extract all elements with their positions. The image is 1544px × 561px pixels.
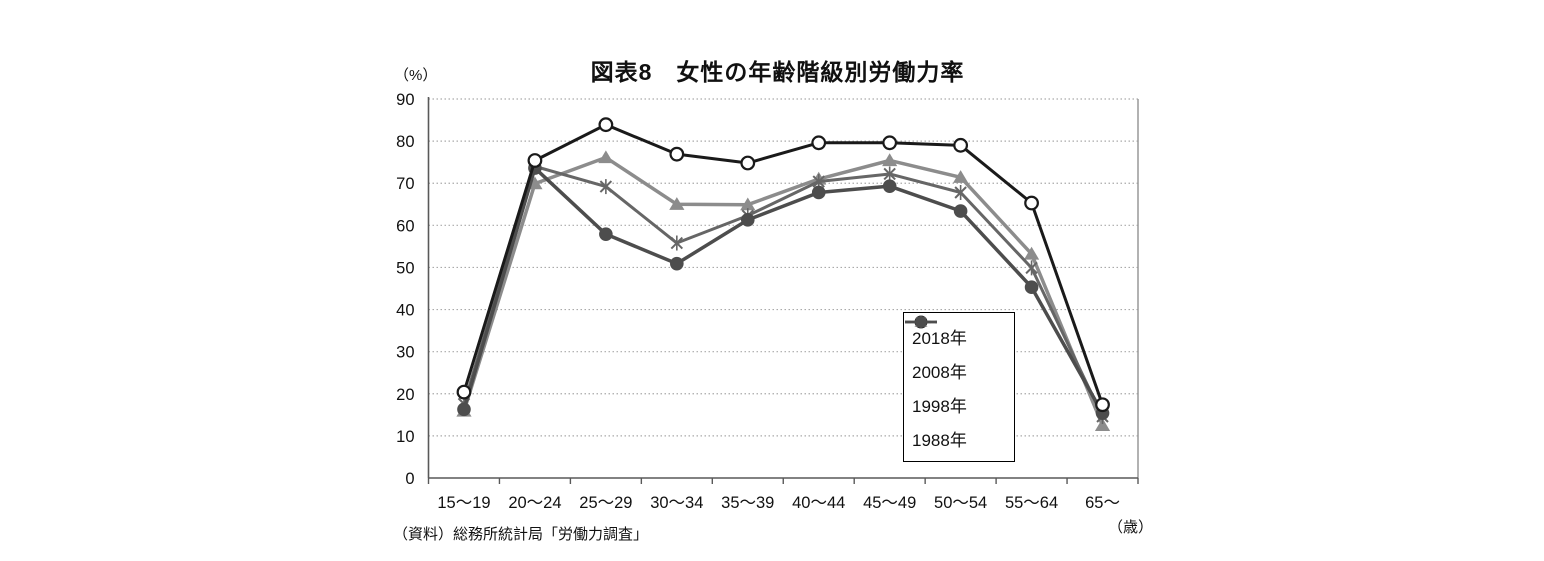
y-tick-label: 70 [396,175,414,193]
x-tick-label: 65～ [1085,494,1120,512]
legend-item-label: 2008年 [912,362,967,382]
series-line [462,123,1104,406]
x-tick-label: 35～39 [721,494,774,512]
y-tick-label: 40 [396,302,414,320]
x-tick-label: 55～64 [1005,494,1058,512]
x-tick-label: 50～54 [934,494,987,512]
series-line [462,166,1105,415]
legend-item: 1998年 [905,315,1008,417]
legend-item: 1988年 [905,316,1008,451]
y-axis-unit-label: （%） [394,67,438,84]
x-axis-tick-labels: 15～19 20～24 25～29 30～34 35～39 40～44 45～49 50～54… [437,494,1120,512]
series-1988年 [457,161,1110,420]
chart-legend: 2018年 2008年 1998年 1988年 [903,312,1015,462]
y-tick-label: 90 [396,91,414,109]
x-tick-label: 25～29 [579,494,632,512]
y-tick-label: 80 [396,133,414,151]
x-tick-label: 45～49 [863,494,916,512]
x-tick-label: 40～44 [792,494,845,512]
y-tick-label: 60 [396,217,414,235]
x-tick-label: 30～34 [650,494,703,512]
source-note: （資料）総務所統計局「労働力調査」 [393,526,649,543]
legend-item-label: 2018年 [912,328,967,348]
x-axis-ticks [427,478,1139,484]
y-tick-label: 50 [396,259,414,277]
legend-marker-icon [905,316,937,328]
y-tick-label: 0 [405,470,414,488]
legend-item-label: 1998年 [912,396,967,416]
legend-item-label: 1988年 [912,430,967,450]
x-axis-unit-label: （歳） [1108,519,1154,536]
legend-item: 2008年 [905,315,1008,383]
x-tick-label: 15～19 [437,494,490,512]
x-tick-label: 20～24 [508,494,561,512]
series-line [462,155,1105,427]
series-2018年 [456,117,1110,413]
y-tick-label: 30 [396,344,414,362]
series-line [462,164,1104,418]
y-tick-label: 20 [396,386,414,404]
y-axis-tick-labels: 0 10 20 30 40 50 60 70 80 90 [396,91,414,488]
chart-title: 図表8 女性の年齢階級別労働力率 [590,59,965,85]
y-tick-label: 10 [396,428,414,446]
